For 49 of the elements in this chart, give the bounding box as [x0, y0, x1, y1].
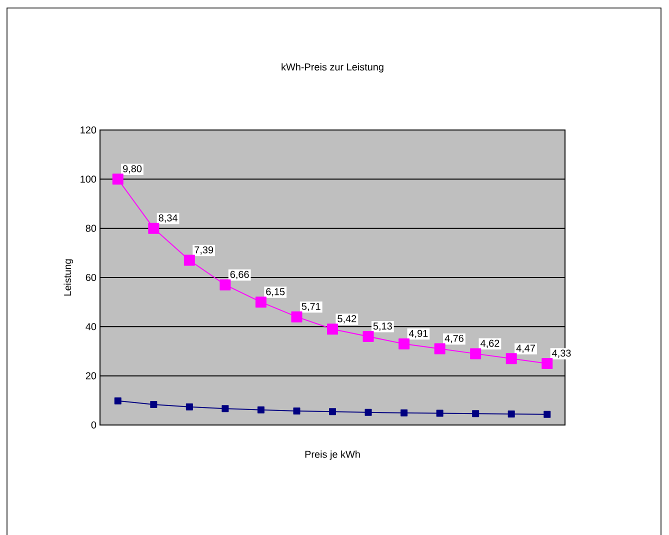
- point: [255, 296, 266, 308]
- point: [148, 222, 160, 234]
- point: [329, 408, 336, 416]
- y-axis-title: Leistung: [64, 259, 74, 296]
- point: [544, 410, 551, 418]
- y-tick-label: 0: [91, 421, 96, 429]
- point: [150, 400, 158, 408]
- y-tick-label: 60: [86, 274, 96, 282]
- annotation: 9,80: [123, 165, 142, 174]
- point: [291, 311, 302, 322]
- point: [184, 254, 195, 266]
- y-tick-label: 40: [86, 323, 96, 330]
- annotation: 6,15: [266, 288, 285, 296]
- y-tick-label: 120: [80, 126, 96, 134]
- y-tick-label: 20: [86, 372, 96, 380]
- point: [508, 410, 515, 418]
- y-tick-label: 80: [86, 224, 96, 232]
- point: [436, 410, 444, 417]
- annotation: 6,66: [230, 270, 249, 280]
- y-tick-label: 100: [80, 176, 96, 183]
- point: [506, 353, 517, 364]
- annotation: 4,33: [552, 350, 571, 358]
- point: [434, 343, 446, 354]
- annotation: 5,42: [338, 315, 356, 324]
- annotation: 5,71: [302, 302, 320, 312]
- annotation: 4,62: [480, 340, 500, 348]
- point: [364, 408, 372, 416]
- point: [112, 174, 124, 185]
- annotation: 8,34: [158, 214, 178, 223]
- point: [472, 410, 480, 418]
- point: [257, 406, 264, 414]
- point: [114, 397, 122, 404]
- annotation: 4,47: [516, 344, 535, 353]
- annotation: 4,76: [444, 334, 464, 344]
- point: [327, 324, 338, 335]
- point: [186, 403, 193, 410]
- point: [542, 358, 553, 370]
- point: [400, 409, 408, 416]
- annotation: 7,39: [194, 246, 214, 255]
- point: [293, 407, 300, 414]
- point: [220, 279, 231, 290]
- point: [470, 348, 482, 360]
- point: [398, 338, 410, 350]
- annotation: 5,13: [373, 322, 392, 331]
- point: [362, 330, 374, 342]
- point: [222, 405, 229, 412]
- x-axis-title: Preis je kWh: [305, 450, 360, 460]
- chart-title: kWh-Preis zur Leistung: [282, 63, 384, 72]
- annotation: 4,91: [408, 330, 428, 338]
